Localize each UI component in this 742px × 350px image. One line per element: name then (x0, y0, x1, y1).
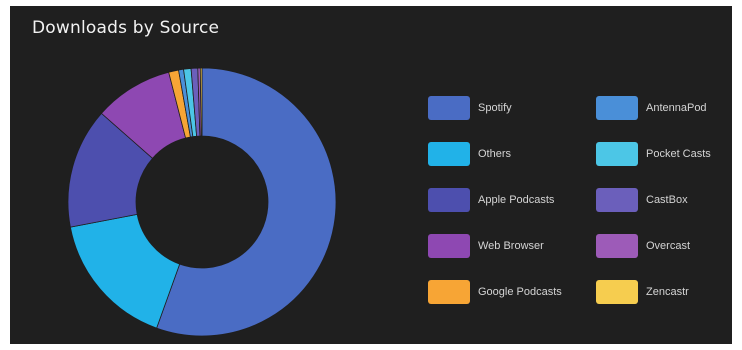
legend-item-apple-podcasts[interactable]: Apple Podcasts (428, 188, 554, 212)
legend-item-google-podcasts[interactable]: Google Podcasts (428, 280, 562, 304)
legend-label: Web Browser (478, 240, 544, 252)
legend-label: Apple Podcasts (478, 194, 555, 206)
legend-swatch (428, 96, 470, 120)
chart-panel: Downloads by Source Spotify AntennaPod Oth… (10, 6, 732, 344)
legend-swatch (596, 142, 638, 166)
legend-label: Spotify (478, 102, 512, 114)
legend-swatch (428, 142, 470, 166)
legend-item-spotify[interactable]: Spotify (428, 96, 512, 120)
legend-label: Others (478, 148, 512, 160)
legend-item-zencastr[interactable]: Zencastr (596, 280, 689, 304)
legend-item-castbox[interactable]: CastBox (596, 188, 688, 212)
chart-legend: Spotify AntennaPod Others Pocket Casts Apple… (428, 96, 728, 316)
legend-label: Overcast (646, 240, 691, 252)
legend-swatch (596, 234, 638, 258)
legend-swatch (428, 234, 470, 258)
chart-title: Downloads by Source (32, 18, 220, 38)
legend-item-pocket-casts[interactable]: Pocket Casts (596, 142, 711, 166)
legend-label: AntennaPod (646, 102, 707, 114)
legend-label: CastBox (646, 194, 688, 206)
legend-swatch (596, 96, 638, 120)
donut-chart (67, 67, 337, 337)
legend-item-others[interactable]: Others (428, 142, 511, 166)
legend-item-web-browser[interactable]: Web Browser (428, 234, 544, 258)
slice-zencastr[interactable] (199, 67, 203, 137)
legend-swatch (428, 280, 470, 304)
legend-label: Pocket Casts (646, 148, 711, 160)
legend-label: Zencastr (646, 286, 689, 298)
legend-item-overcast[interactable]: Overcast (596, 234, 690, 258)
legend-swatch (596, 188, 638, 212)
slice-spotify[interactable] (156, 67, 337, 337)
legend-item-antennapod[interactable]: AntennaPod (596, 96, 707, 120)
legend-swatch (428, 188, 470, 212)
legend-swatch (596, 280, 638, 304)
legend-label: Google Podcasts (478, 286, 562, 298)
